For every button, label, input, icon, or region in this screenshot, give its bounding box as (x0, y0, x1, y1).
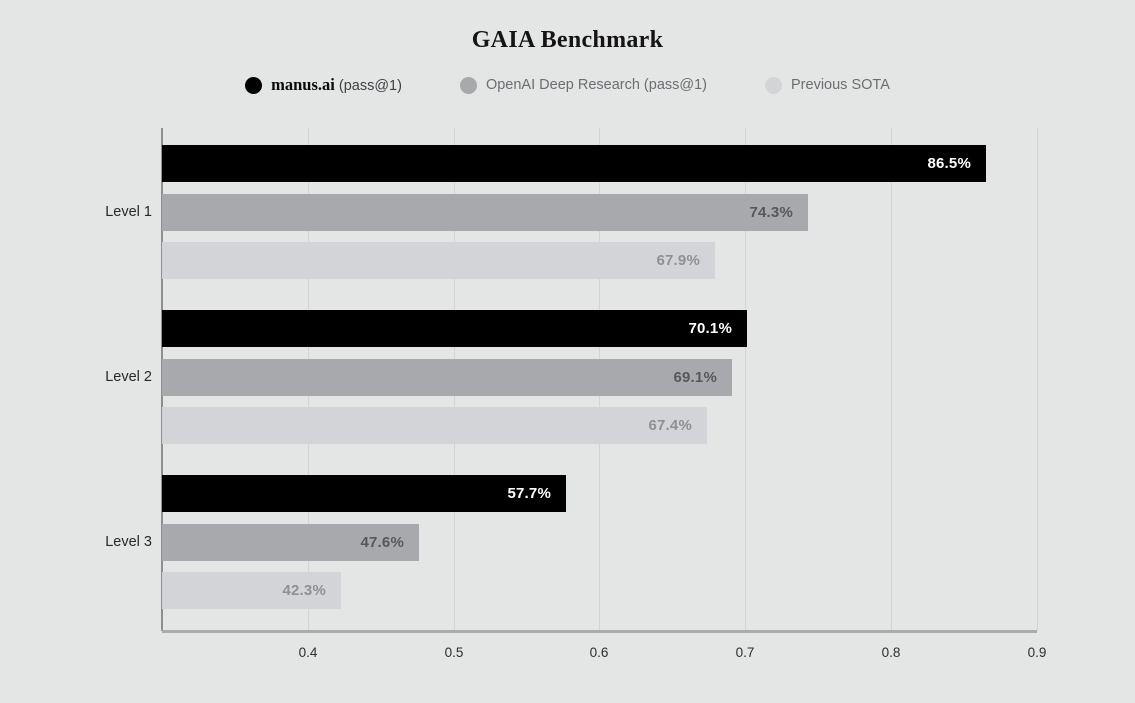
bar-value-label: 86.5% (927, 155, 971, 172)
bar-value-label: 57.7% (507, 485, 551, 502)
category-label-level-3: Level 3 (105, 534, 152, 550)
legend-swatch-icon (765, 76, 783, 94)
x-tick-label: 0.7 (735, 645, 755, 660)
bar-openai-level-1: 74.3% (162, 194, 808, 231)
x-tick-label: 0.4 (298, 645, 318, 660)
gridline (745, 128, 746, 631)
legend-label: manus.ai (pass@1) (271, 75, 402, 94)
bar-value-label: 47.6% (360, 534, 404, 551)
plot-area: 86.5% 74.3% 67.9% 70.1% 69.1% 67.4% 57.7% 47.6%… (161, 128, 1038, 633)
bar-manus-ai-level-1: 86.5% (162, 145, 986, 182)
bar-openai-level-2: 69.1% (162, 359, 732, 396)
bar-manus-ai-level-3: 57.7% (162, 475, 566, 512)
bar-previous-level-3: 42.3% (162, 572, 341, 609)
bar-previous-level-1: 67.9% (162, 242, 715, 279)
x-tick-label: 0.5 (444, 645, 464, 660)
category-label-level-1: Level 1 (105, 204, 152, 220)
bar-value-label: 42.3% (282, 582, 326, 599)
legend-item-previous-sota: Previous SOTA (765, 76, 890, 94)
bar-value-label: 70.1% (688, 320, 732, 337)
bar-value-label: 74.3% (749, 204, 793, 221)
legend-label: OpenAI Deep Research (pass@1) (485, 77, 708, 93)
chart-legend: manus.ai (pass@1) OpenAI Deep Research (… (0, 75, 1135, 95)
gridline (1037, 128, 1038, 631)
chart-title: GAIA Benchmark (471, 27, 664, 53)
legend-label: Previous SOTA (791, 77, 890, 93)
x-tick-label: 0.9 (1027, 645, 1047, 660)
category-label-level-2: Level 2 (105, 369, 152, 385)
bar-value-label: 67.4% (648, 417, 692, 434)
x-axis-line (162, 630, 1037, 633)
legend-item-manus: manus.ai (pass@1) (245, 75, 402, 95)
legend-swatch-icon (459, 76, 477, 94)
bar-value-label: 69.1% (673, 369, 717, 386)
legend-swatch-icon (245, 76, 263, 94)
bar-previous-level-2: 67.4% (162, 407, 707, 444)
gridline (891, 128, 892, 631)
x-tick-label: 0.8 (881, 645, 901, 660)
legend-item-openai-deep-research: OpenAI Deep Research (pass@1) (459, 76, 708, 94)
bar-manus-ai-level-2: 70.1% (162, 310, 747, 347)
bar-value-label: 67.9% (656, 252, 700, 269)
bar-openai-level-3: 47.6% (162, 524, 419, 561)
x-tick-label: 0.6 (589, 645, 609, 660)
